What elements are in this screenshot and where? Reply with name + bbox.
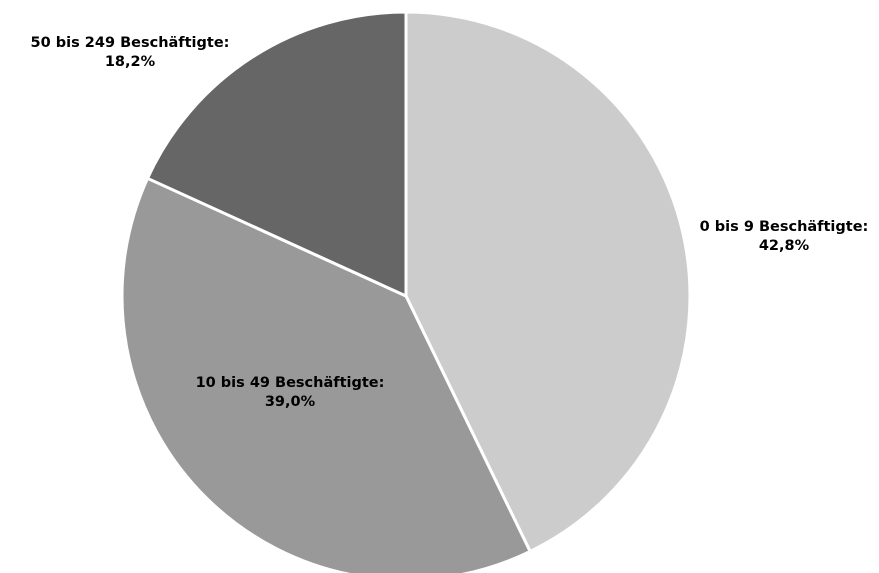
slice-label-50-to-249-employees: 50 bis 249 Beschäftigte: 18,2% [0,34,260,72]
slice-value-label: 18,2% [104,54,156,70]
slice-category-label: 10 bis 49 Beschäftigte: [195,375,385,391]
pie-slices [120,10,692,573]
slice-value-label: 42,8% [758,238,810,254]
slice-label-0-to-9-employees: 0 bis 9 Beschäftigte: 42,8% [694,218,874,256]
slice-category-label: 50 bis 249 Beschäftigte: [30,35,230,51]
pie-slice-50-to-249-employees [146,10,408,298]
pie-slice-10-to-49-employees [120,176,532,573]
slice-category-label: 0 bis 9 Beschäftigte: [699,219,869,235]
slice-value-label: 39,0% [264,394,316,410]
slice-label-10-to-49-employees: 10 bis 49 Beschäftigte: 39,0% [180,374,400,412]
pie-slice-0-to-9-employees [404,10,692,553]
